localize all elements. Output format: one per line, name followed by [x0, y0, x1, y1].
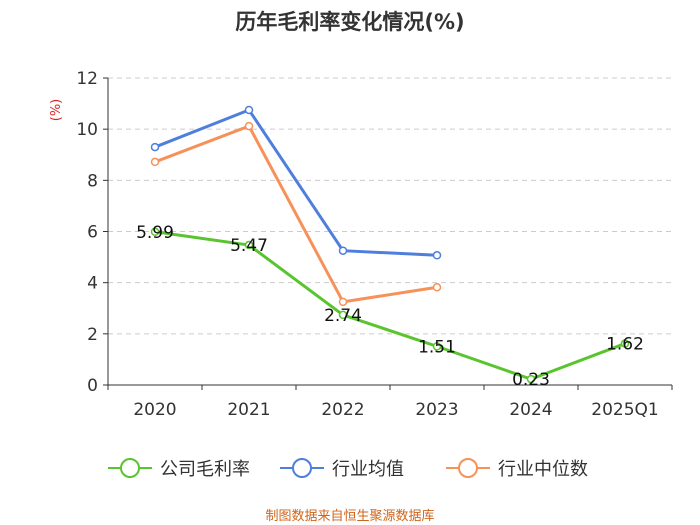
data-point: [150, 142, 160, 152]
y-tick-label: 12: [76, 69, 98, 89]
y-tick-label: 8: [87, 171, 98, 191]
data-point: [432, 342, 442, 351]
x-tick-label: 2022: [321, 400, 364, 420]
data-point: [244, 121, 254, 131]
legend-marker: [292, 458, 312, 478]
legend-label: 行业均值: [332, 459, 404, 480]
y-tick-label: 6: [87, 223, 98, 243]
y-axis-label: (%): [49, 99, 64, 122]
legend-marker: [120, 458, 140, 478]
data-point: [244, 105, 254, 115]
series-line-行业均值: [154, 108, 438, 257]
data-label: 0.23: [512, 370, 550, 390]
data-point: [338, 297, 348, 307]
source-note: 制图数据来自恒生聚源数据库: [265, 509, 435, 524]
legend-label: 公司毛利率: [160, 459, 250, 480]
data-point: [432, 251, 442, 260]
y-tick-label: 4: [87, 274, 98, 294]
legend-marker: [458, 458, 478, 478]
x-tick-label: 2020: [133, 400, 176, 420]
data-label: 5.99: [136, 223, 174, 243]
series-line-行业中位数: [154, 124, 438, 304]
data-point: [338, 246, 348, 255]
x-tick-label: 2021: [227, 400, 270, 420]
data-label: 1.62: [606, 335, 644, 355]
y-tick-label: 0: [87, 376, 98, 396]
y-tick-label: 2: [87, 325, 98, 345]
data-label: 5.47: [230, 236, 268, 256]
y-tick-label: 10: [76, 120, 98, 140]
series-line-公司毛利率: [154, 230, 626, 381]
data-label: 1.51: [418, 337, 456, 357]
x-tick-label: 2024: [509, 400, 552, 420]
x-tick-label: 2023: [415, 400, 458, 420]
data-label: 2.74: [324, 306, 362, 326]
x-tick-label: 2025Q1: [591, 400, 658, 420]
data-point: [150, 157, 160, 167]
legend-label: 行业中位数: [498, 459, 588, 480]
chart-title: 历年毛利率变化情况(%): [235, 10, 465, 34]
data-point: [150, 227, 160, 237]
data-point: [338, 310, 348, 320]
data-point: [620, 339, 630, 348]
data-point: [244, 240, 254, 250]
data-point: [432, 283, 442, 292]
data-point: [526, 374, 536, 384]
